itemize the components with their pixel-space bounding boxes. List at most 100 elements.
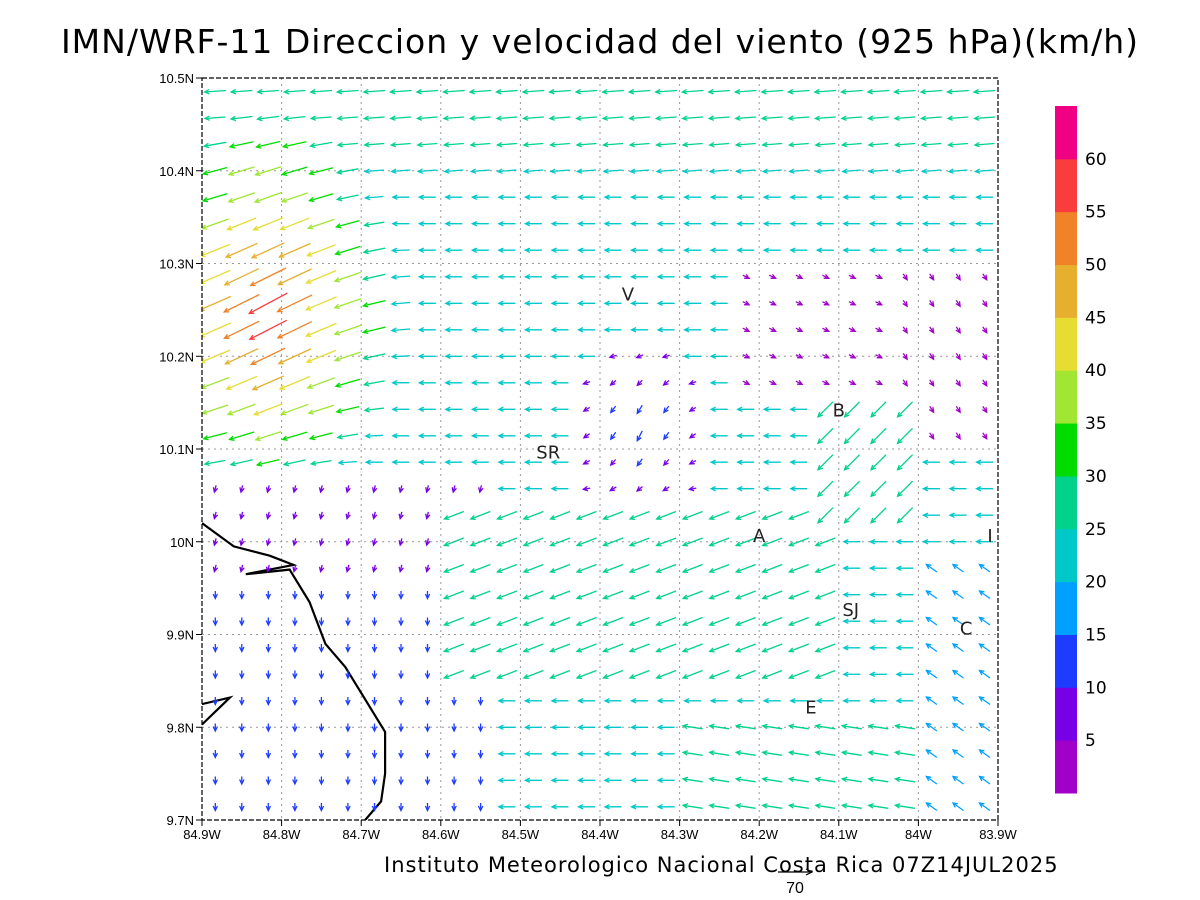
colorbar-segment [1055,740,1077,794]
wind-vector [390,300,411,307]
wind-vector [629,247,648,253]
wind-vector [708,168,729,174]
wind-vector [424,644,431,654]
wind-vector [444,380,463,386]
wind-vector [256,115,280,122]
wind-vector [451,723,457,733]
wind-vector [761,643,783,653]
wind-vector [276,294,313,313]
wind-vector [497,380,516,386]
wind-vector [309,88,333,95]
wind-vector [627,88,651,95]
wind-vector [787,115,810,121]
wind-vector [254,166,282,177]
wind-vector [683,300,702,306]
wind-vector [681,750,703,756]
wind-vector [736,247,755,253]
wind-vector [576,724,595,730]
wind-vector [345,723,351,733]
wind-vector [974,539,993,545]
wind-vector [212,538,219,547]
wind-vector [921,194,940,200]
wind-vector [816,507,834,524]
wind-vector [875,380,884,385]
wind-vector [709,327,728,333]
wind-vector [280,192,309,203]
wind-vector [478,485,484,494]
wind-vector [279,403,309,416]
wind-vector [248,292,288,315]
wind-vector [709,221,728,227]
wind-vector [254,431,282,442]
wind-vector [318,591,325,600]
wind-vector [576,221,595,227]
wind-vector [444,194,463,200]
wind-vector [495,88,518,95]
wind-vector [239,617,245,627]
wind-vector [497,353,516,359]
wind-vector [249,267,287,287]
wind-vector [709,247,728,253]
wind-vector [239,485,245,494]
wind-vector [601,88,624,95]
wind-vector [497,194,516,200]
wind-vector [795,300,804,306]
wind-vector [470,274,489,280]
wind-vector [202,243,230,258]
wind-vector [228,141,254,149]
wind-vector [575,115,597,121]
wind-vector [761,537,783,547]
wind-vector [212,803,218,813]
wind-vector [709,380,728,386]
wind-vector [239,776,245,786]
wind-vector [867,168,888,174]
wind-vector [334,219,360,229]
wind-vector [635,486,643,492]
wind-vector [629,221,648,227]
wind-vector [813,115,836,121]
wind-vector [974,247,993,253]
wind-vector [212,670,218,680]
wind-vector [795,380,804,385]
wind-vector [636,430,643,443]
wind-vector [265,511,272,521]
wind-vector [389,141,411,148]
colorbar-segment [1055,317,1077,371]
wind-vector [893,750,915,756]
wind-vector [822,379,831,385]
wind-vector [203,115,226,121]
wind-vector [761,776,783,783]
wind-vector [391,380,410,386]
wind-vector [709,698,728,704]
wind-vector [868,194,887,200]
wind-vector [814,750,836,756]
wind-vector [495,590,518,600]
wind-vector [601,141,624,148]
wind-vector [371,511,378,521]
wind-vector [497,300,516,306]
wind-vector [318,511,325,521]
x-tick-label: 84W [905,827,932,842]
wind-vector [371,723,378,733]
wind-vector [550,459,569,465]
wind-vector [523,221,542,227]
wind-vector [978,775,991,785]
wind-vector [822,273,831,279]
wind-vector [951,590,964,600]
wind-vector [947,168,968,174]
wind-vector [629,274,648,280]
wind-vector [305,349,337,364]
wind-vector [212,644,218,654]
wind-vector [265,750,272,760]
wind-vector [523,327,542,333]
wind-vector [928,405,935,414]
wind-vector [550,486,569,492]
wind-vector [629,804,648,810]
wind-vector [451,750,457,760]
x-tick-label: 84.6W [422,827,460,842]
wind-vector [769,379,777,385]
wind-vector [417,433,436,439]
wind-vector [921,539,940,545]
wind-vector [389,115,412,121]
wind-vector [549,563,571,574]
